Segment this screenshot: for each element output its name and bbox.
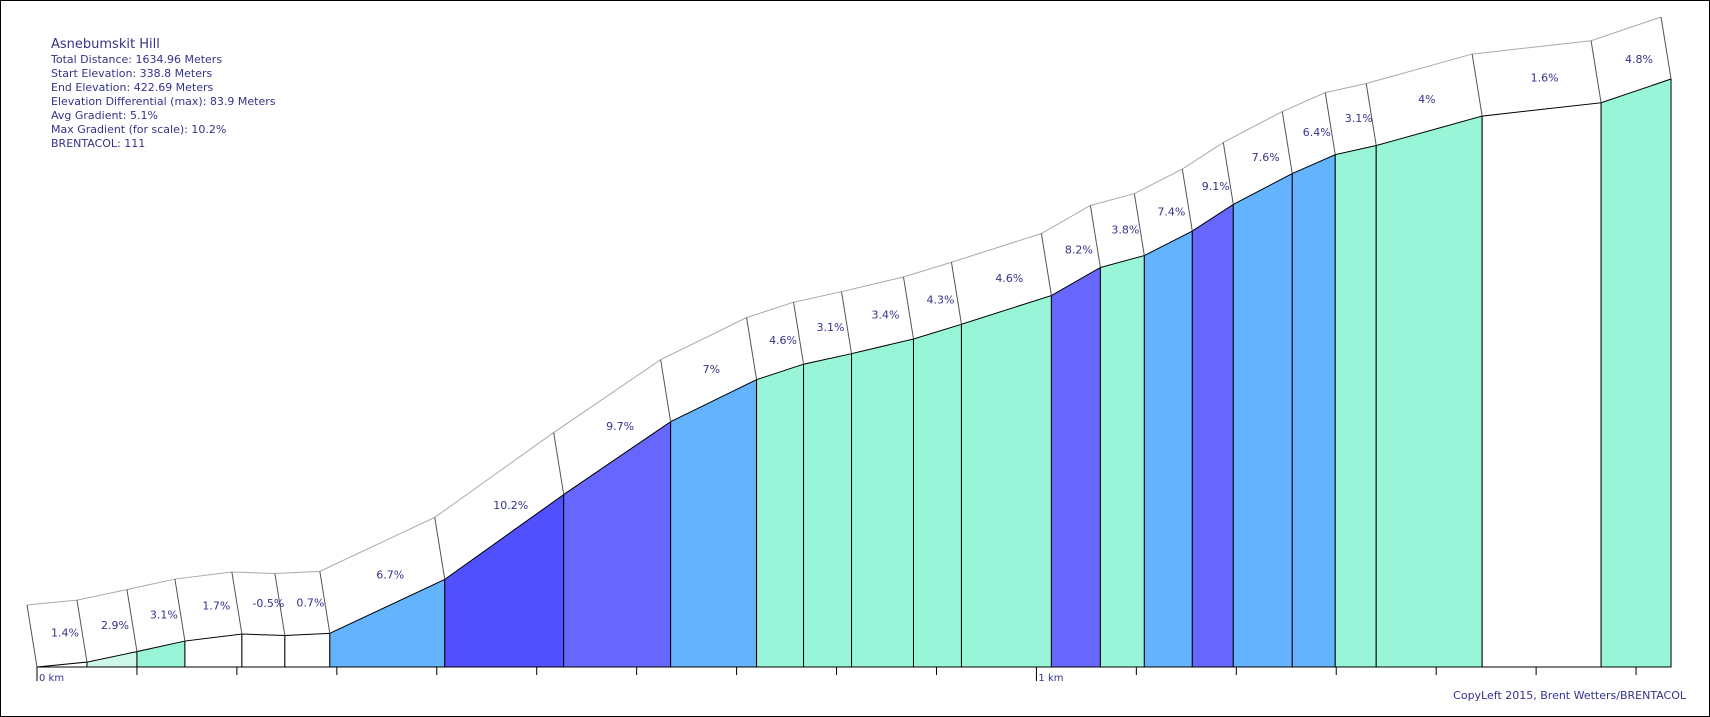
grade-band-separator-16 bbox=[1089, 205, 1101, 268]
grade-label-11: 4.6% bbox=[769, 334, 797, 347]
grade-band-separator-2 bbox=[126, 589, 138, 652]
x-axis-tick-label-2: 1 km bbox=[1038, 673, 1063, 684]
profile-segment-22 bbox=[1334, 144, 1377, 668]
grade-label-16: 8.2% bbox=[1065, 244, 1093, 257]
profile-segment-21 bbox=[1291, 153, 1336, 668]
grade-band-separator-14 bbox=[950, 262, 962, 325]
grade-label-24: 1.6% bbox=[1531, 72, 1559, 85]
grade-band-separator-24 bbox=[1590, 40, 1602, 103]
end-elevation: End Elevation: 422.69 Meters bbox=[51, 81, 214, 94]
profile-segment-10 bbox=[670, 378, 758, 668]
grade-label-4: 1.7% bbox=[202, 600, 230, 613]
profile-segment-23 bbox=[1375, 115, 1483, 668]
chart-title: Asnebumskit Hill bbox=[51, 37, 160, 52]
profile-segment-16 bbox=[1050, 266, 1101, 668]
grade-band-separator-3 bbox=[174, 578, 186, 642]
grade-label-15: 4.6% bbox=[995, 272, 1023, 285]
grade-label-23: 4% bbox=[1418, 93, 1435, 106]
grade-label-5: -0.5% bbox=[252, 597, 284, 610]
grade-band-separator-23 bbox=[1471, 53, 1483, 117]
grade-band-separator-11 bbox=[793, 302, 805, 365]
profile-segment-4 bbox=[184, 633, 243, 668]
grade-label-8: 10.2% bbox=[493, 499, 528, 512]
grade-band-separator-5 bbox=[274, 573, 286, 636]
grade-band-separator-1-1 bbox=[76, 600, 88, 663]
profile-segment-14 bbox=[912, 323, 962, 668]
profile-segment-24 bbox=[1481, 102, 1602, 668]
grade-band-separator-6 bbox=[319, 571, 331, 634]
grade-label-9: 9.7% bbox=[606, 420, 634, 433]
grade-label-18: 7.4% bbox=[1157, 205, 1185, 218]
grade-band-separator-15 bbox=[1040, 233, 1052, 296]
grade-band-separator-7 bbox=[434, 517, 446, 580]
grade-band-separator-22 bbox=[1365, 83, 1377, 146]
grade-band-separator-21 bbox=[1324, 92, 1336, 155]
profile-segment-6 bbox=[284, 632, 331, 668]
grade-band-separator-25 bbox=[1660, 16, 1672, 80]
profile-segment-18 bbox=[1143, 230, 1193, 668]
grade-band-top-line bbox=[26, 16, 1662, 606]
grade-label-20: 7.6% bbox=[1252, 151, 1280, 164]
brentacol-score: BRENTACOL: 111 bbox=[51, 137, 146, 150]
grade-band-separator-12 bbox=[841, 291, 853, 354]
grade-band-separator-18 bbox=[1181, 168, 1193, 232]
profile-segment-20 bbox=[1232, 172, 1293, 668]
grade-label-22: 3.1% bbox=[1345, 112, 1373, 125]
profile-segment-9 bbox=[563, 420, 672, 668]
grade-band-separator-13 bbox=[902, 276, 914, 340]
grade-band-separator-1-0 bbox=[26, 604, 38, 668]
start-elevation: Start Elevation: 338.8 Meters bbox=[51, 67, 213, 80]
profile-segment-19 bbox=[1191, 203, 1234, 668]
grade-label-3: 3.1% bbox=[150, 608, 178, 621]
profile-segment-15 bbox=[960, 294, 1052, 668]
grade-label-2: 2.9% bbox=[101, 619, 129, 632]
grade-label-1: 1.4% bbox=[51, 627, 79, 640]
chart-info-block: Asnebumskit Hill Total Distance: 1634.96… bbox=[51, 37, 275, 151]
elevation-differential: Elevation Differential (max): 83.9 Meter… bbox=[51, 95, 276, 108]
grade-band-separator-20 bbox=[1281, 111, 1293, 174]
grade-band-separator-10 bbox=[746, 317, 758, 380]
grade-label-21: 6.4% bbox=[1303, 126, 1331, 139]
grade-band-separator-17 bbox=[1133, 193, 1145, 256]
grade-label-7: 6.7% bbox=[376, 568, 404, 581]
grade-label-14: 4.3% bbox=[926, 294, 954, 307]
grade-label-25: 4.8% bbox=[1625, 53, 1653, 66]
grade-label-10: 7% bbox=[703, 363, 720, 376]
grade-label-13: 3.4% bbox=[872, 308, 900, 321]
grade-label-17: 3.8% bbox=[1111, 224, 1139, 237]
profile-segment-25 bbox=[1600, 78, 1672, 668]
profile-segment-13 bbox=[851, 338, 914, 668]
avg-gradient: Avg Gradient: 5.1% bbox=[51, 109, 158, 122]
profile-segment-3 bbox=[136, 640, 186, 668]
profile-segment-1 bbox=[36, 661, 88, 668]
profile-segment-12 bbox=[803, 353, 853, 668]
profile-segment-2 bbox=[86, 650, 138, 668]
grade-band-separator-19 bbox=[1222, 142, 1234, 205]
profile-segment-7 bbox=[329, 578, 446, 668]
grade-label-6: 0.7% bbox=[296, 597, 324, 610]
grade-label-12: 3.1% bbox=[817, 321, 845, 334]
profile-segment-5 bbox=[241, 633, 286, 668]
copyleft-credit: CopyLeft 2015, Brent Wetters/BRENTACOL bbox=[1453, 689, 1686, 702]
profile-segment-11 bbox=[756, 363, 805, 668]
max-gradient: Max Gradient (for scale): 10.2% bbox=[51, 123, 227, 136]
grade-label-19: 9.1% bbox=[1202, 180, 1230, 193]
total-distance: Total Distance: 1634.96 Meters bbox=[51, 53, 223, 66]
profile-segment-17 bbox=[1099, 254, 1145, 668]
grade-band-separator-8 bbox=[553, 432, 565, 495]
grade-band-separator-4 bbox=[231, 571, 243, 635]
x-axis-tick-label-1: 0 km bbox=[39, 673, 64, 684]
grade-band-separator-9 bbox=[660, 359, 672, 422]
profile-segment-8 bbox=[444, 493, 565, 668]
